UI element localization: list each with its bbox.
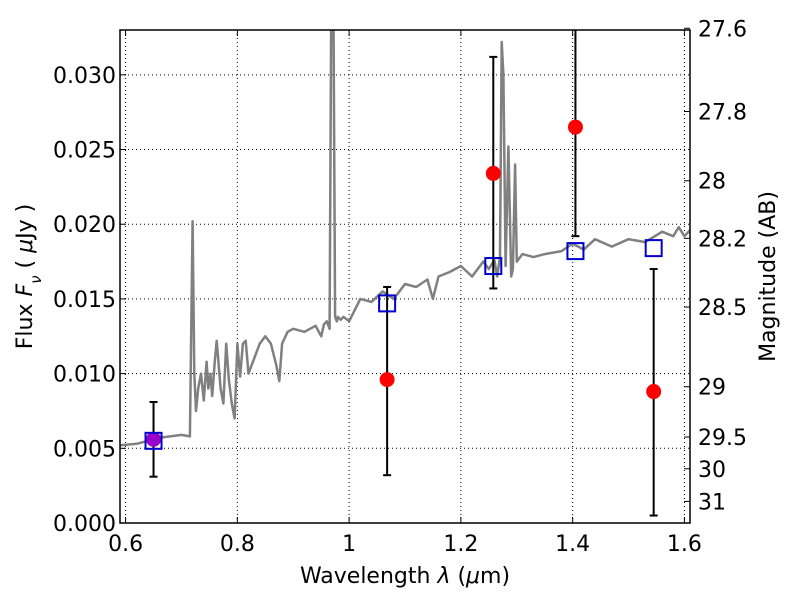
mag-tick-label: 30	[698, 458, 726, 483]
mag-tick-label: 27.6	[698, 17, 747, 42]
photometry-point	[485, 165, 501, 181]
plot-frame	[119, 29, 691, 524]
x-tick-label: 0.6	[108, 532, 143, 557]
x-tick-label: 1.4	[555, 532, 590, 557]
model-point	[378, 294, 397, 313]
photometry-point	[646, 384, 662, 400]
y-tick-label: 0.010	[53, 363, 116, 388]
y-tick-label: 0.020	[53, 213, 116, 238]
mag-tick-label: 29	[698, 376, 726, 401]
photometry-point	[146, 431, 162, 447]
x-tick-label: 1	[342, 532, 356, 557]
x-tick-label: 0.8	[220, 532, 255, 557]
mag-tick-label: 28.5	[698, 296, 747, 321]
magnitude-axis-label: Magnitude (AB)	[756, 191, 781, 362]
x-tick-label: 1.2	[443, 532, 478, 557]
y-tick-label: 0.000	[53, 512, 116, 537]
y-tick-label: 0.015	[53, 288, 116, 313]
model-point	[144, 431, 163, 450]
spectrum-line	[120, 30, 690, 447]
y-tick-label: 0.005	[53, 437, 116, 462]
axes: 0.6 0.8 1 1.2 1.4 1.6 0.000 0.005 0.010 0.015 0.02…	[53, 17, 747, 557]
x-axis-label: Wavelength λ (μm)	[300, 564, 510, 589]
model-point	[644, 239, 663, 258]
mag-tick-label: 31	[698, 490, 726, 515]
y-axis-label: Flux Fν ( μJy )	[13, 204, 45, 349]
plot-area	[120, 30, 690, 517]
x-tick-label: 1.6	[667, 532, 702, 557]
mag-tick-label: 28.2	[698, 227, 747, 252]
photometry-point	[567, 119, 583, 135]
model-point	[484, 257, 503, 276]
mag-tick-label: 27.8	[698, 101, 747, 126]
y-tick-label: 0.030	[53, 64, 116, 89]
mag-tick-label: 28	[698, 170, 726, 195]
y-tick-label: 0.025	[53, 139, 116, 164]
photometry-point	[379, 372, 395, 388]
model-point	[566, 242, 585, 261]
mag-tick-label: 29.5	[698, 426, 747, 451]
grid	[120, 30, 690, 524]
